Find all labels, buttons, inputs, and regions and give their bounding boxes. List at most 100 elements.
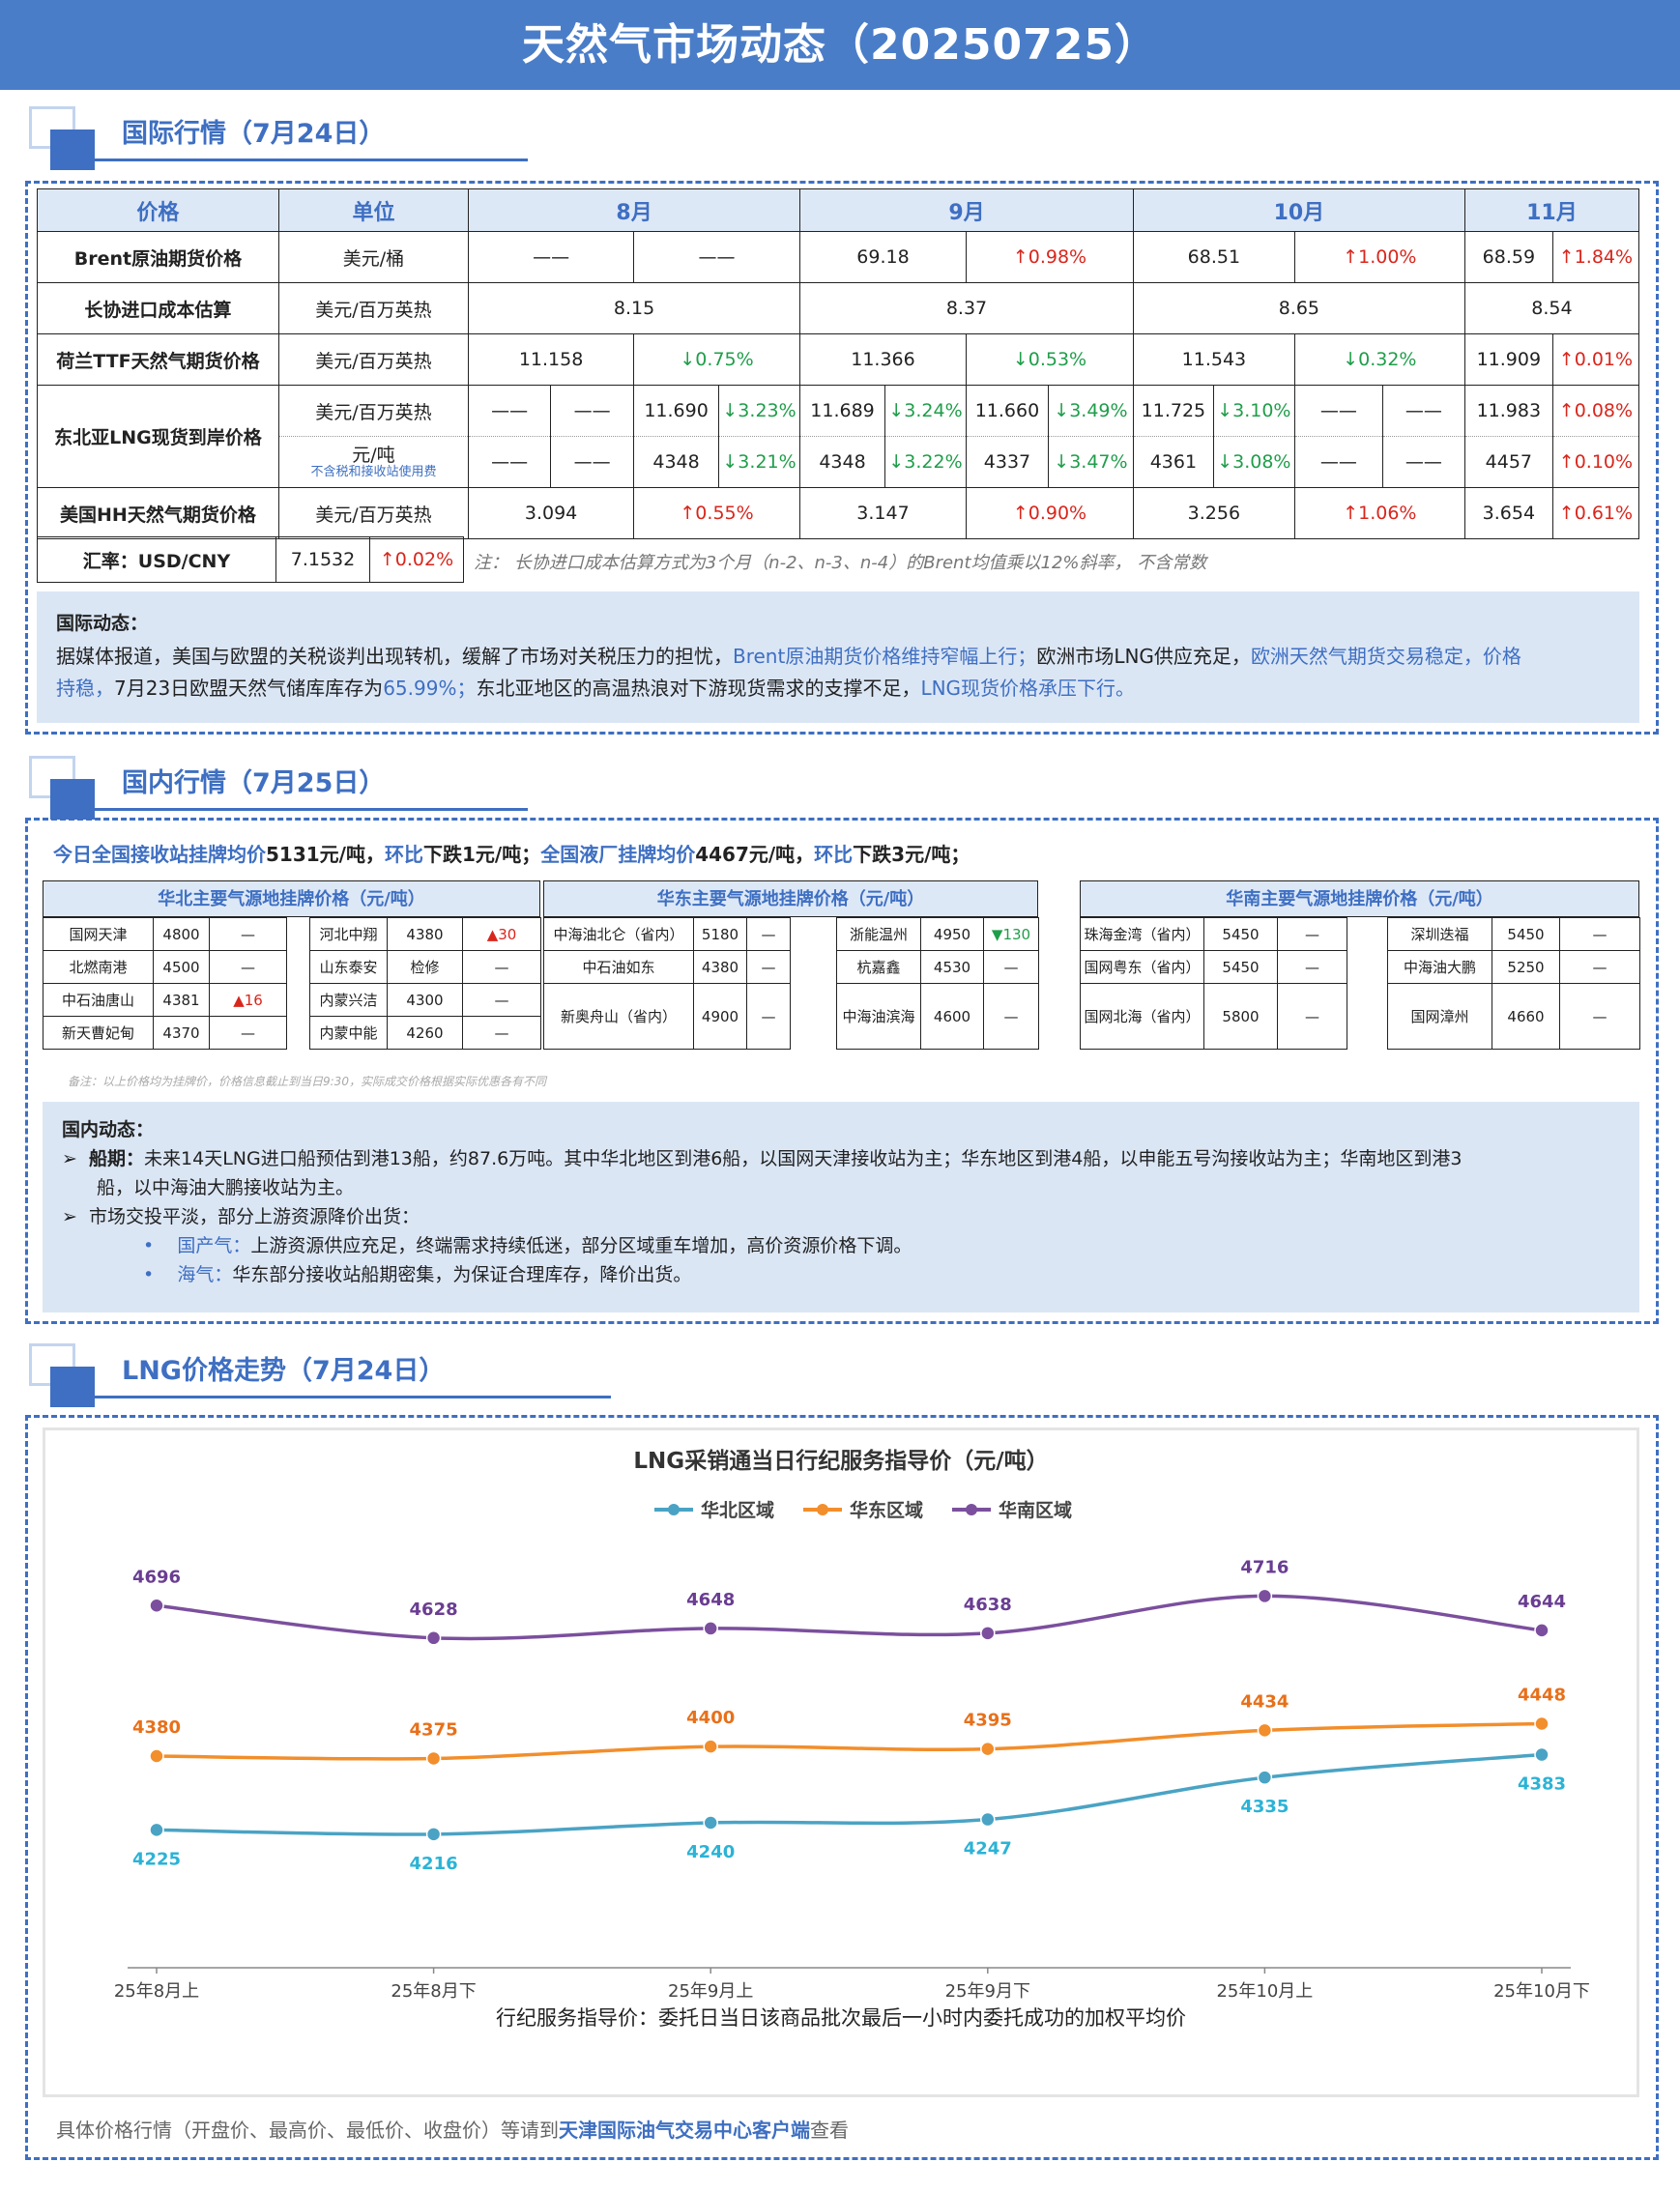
legend-label: 华南区域: [999, 1499, 1072, 1521]
section-underline: [50, 808, 528, 811]
station-change: —: [746, 983, 791, 1050]
news-text: 东北亚地区的高温热浪对下游现货需求的支撑不足，: [476, 677, 921, 700]
unit-text: 元/吨: [352, 445, 395, 466]
price-cell: 11.909: [1463, 333, 1553, 386]
station-name: 山东泰安: [309, 950, 388, 984]
sea-gas-bullet: • 海气：华东部分接收站船期密集，为保证合理库存，降价出货。: [143, 1260, 691, 1286]
section-title-lng: LNG价格走势（7月24日）: [122, 1356, 446, 1386]
change-cell: ↑0.01%: [1551, 333, 1640, 386]
section-deco-fill: [50, 1367, 95, 1407]
price-cell: 11.158: [468, 333, 635, 386]
station-change: —: [209, 1016, 287, 1050]
table-row-neasia-usd: 东北亚LNG现货到岸价格 美元/百万英热 —— —— 11.690 ↓3.23%…: [37, 385, 1640, 488]
station-price: 4381: [153, 983, 210, 1017]
section-title-intl: 国际行情（7月24日）: [122, 119, 386, 149]
change-cell: ↑0.98%: [965, 231, 1134, 283]
data-label: 4400: [686, 1708, 735, 1728]
station-name: 国网漳州: [1387, 983, 1492, 1050]
data-point: [980, 1626, 996, 1641]
data-label: 4240: [686, 1842, 735, 1862]
price-cell: 3.094: [468, 487, 635, 539]
change-cell: ↑0.55%: [633, 487, 801, 539]
data-point: [149, 1598, 164, 1614]
data-point: [980, 1741, 996, 1757]
price-cell: ——: [550, 436, 635, 488]
data-point: [149, 1748, 164, 1764]
station-name: 国网粤东（省内）: [1080, 950, 1204, 984]
station-price: 5180: [693, 917, 747, 951]
table-row: 北燃南港 4500—: [43, 950, 287, 984]
series-line: [156, 1752, 1543, 1836]
row-label: 美国HH天然气期货价格: [37, 487, 279, 539]
data-point: [1257, 1770, 1273, 1785]
price-cell: 11.725: [1132, 385, 1214, 437]
summary-value: 4467元/吨，: [695, 843, 815, 866]
fx-value: 7.1532: [275, 536, 370, 583]
station-change: —: [983, 950, 1039, 984]
station-change: —: [746, 917, 791, 951]
station-price: 5450: [1492, 917, 1560, 951]
price-cell: 11.660: [965, 385, 1049, 437]
station-change: —: [746, 950, 791, 984]
bullet-label: 船期：: [89, 1148, 145, 1169]
station-name: 珠海金湾（省内）: [1080, 917, 1204, 951]
station-change: —: [462, 983, 541, 1017]
data-point: [425, 1827, 442, 1842]
table-header-row: 价格 单位 8月 9月 10月 11月: [37, 188, 1640, 232]
price-cell: 8.37: [799, 282, 1134, 334]
region-table-right: 河北中翔 4380 ▲30 山东泰安 检修 — 内蒙兴洁 4300— 内蒙中能 4260—: [309, 917, 541, 1050]
unit-cell: 美元/百万英热: [277, 333, 470, 386]
domestic-news-box: 国内动态： ➢ 船期：未来14天LNG进口船预估到港13船，约87.6万吨。其中…: [43, 1102, 1639, 1312]
price-cell: 8.15: [468, 282, 801, 334]
news-highlight: 持稳，: [56, 677, 114, 700]
unit-cell: 美元/百万英热: [277, 385, 470, 437]
news-highlight: Brent原油期货价格维持窄幅上行；: [733, 645, 1037, 668]
price-cell: 11.366: [799, 333, 967, 386]
station-name: 中石油唐山: [43, 983, 154, 1017]
station-name: 北燃南港: [43, 950, 154, 984]
station-name: 内蒙中能: [309, 1016, 388, 1050]
price-cell: ——: [1381, 436, 1465, 488]
station-name: 中石油如东: [543, 950, 694, 984]
station-price: 4900: [693, 983, 747, 1050]
station-change: —: [209, 917, 287, 951]
station-name: 河北中翔: [309, 917, 388, 951]
table-row: 新奥舟山（省内） 4900—: [543, 983, 791, 1050]
row-label: Brent原油期货价格: [37, 231, 279, 283]
price-cell: ——: [1381, 385, 1465, 437]
legend-marker: [966, 1504, 977, 1515]
col-header-aug: 8月: [468, 188, 801, 232]
station-price: 4500: [153, 950, 210, 984]
table-row: 中石油如东 4380—: [543, 950, 791, 984]
dot-icon: •: [143, 1235, 178, 1256]
price-cell: 4457: [1463, 436, 1553, 488]
data-point: [703, 1815, 718, 1831]
news-text: 7月23日欧盟天然气储库库存为: [114, 677, 384, 700]
change-cell: ↑1.06%: [1293, 487, 1465, 539]
station-price: 4660: [1492, 983, 1560, 1050]
section-deco-fill: [50, 130, 95, 170]
footer-note: 具体价格行情（开盘价、最高价、最低价、收盘价）等请到天津国际油气交易中心客户端查…: [56, 2115, 849, 2143]
data-point: [1534, 1715, 1550, 1732]
summary-text: 今日全国接收站挂牌均价: [53, 843, 266, 866]
data-point: [1257, 1722, 1273, 1739]
price-cell: 3.256: [1132, 487, 1295, 539]
client-link[interactable]: 天津国际油气交易中心客户端: [559, 2119, 810, 2142]
series-line: [156, 1594, 1543, 1641]
news-highlight: 65.99%；: [383, 677, 477, 700]
price-cell: 4337: [965, 436, 1049, 488]
table-row: 国网粤东（省内） 5450—: [1080, 950, 1347, 984]
row-label: 东北亚LNG现货到岸价格: [37, 385, 279, 488]
data-label: 4648: [686, 1590, 735, 1610]
station-price: 检修: [387, 950, 463, 984]
station-name: 杭嘉鑫: [836, 950, 921, 984]
data-label: 4216: [410, 1854, 458, 1874]
station-change: ▲16: [209, 983, 287, 1017]
ship-bullet: ➢ 船期：未来14天LNG进口船预估到港13船，约87.6万吨。其中华北地区到港…: [62, 1144, 1462, 1170]
data-label: 4247: [964, 1839, 1012, 1859]
price-cell: 11.543: [1132, 333, 1295, 386]
data-point: [980, 1811, 996, 1828]
station-change: —: [1277, 917, 1347, 951]
data-point: [425, 1750, 442, 1767]
station-change: —: [1277, 983, 1347, 1050]
